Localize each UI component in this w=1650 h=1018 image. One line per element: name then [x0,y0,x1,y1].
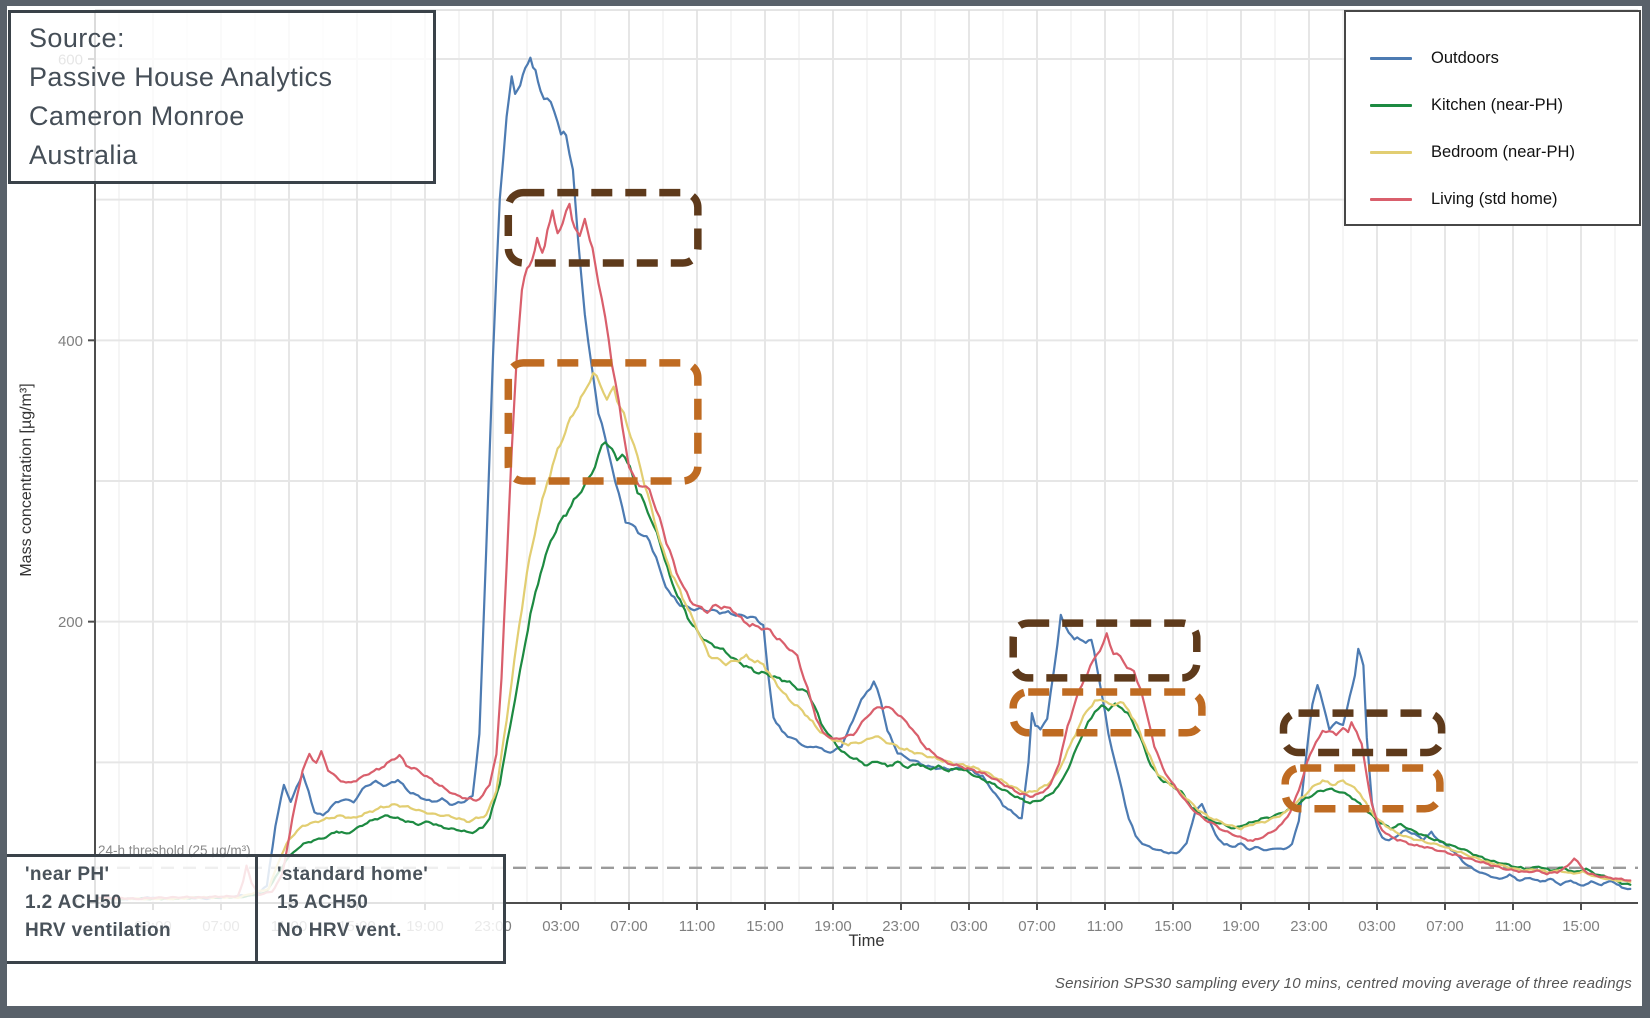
series-line-living [95,202,1632,901]
x-axis-title: Time [848,932,884,950]
annotation-box-orange [504,359,702,485]
info-column-near-ph: 'near PH' 1.2 ACH50 HRV ventilation [25,857,245,961]
legend-swatch-outdoors [1370,57,1412,60]
x-tick-label: 11:00 [1495,918,1531,935]
y-axis-title: Mass concentration [µg/m³] [18,383,35,576]
source-box: Source: Passive House Analytics Cameron … [8,10,436,184]
source-country: Australia [29,140,138,170]
x-tick-label: 15:00 [746,918,784,935]
source-org: Passive House Analytics [29,62,333,92]
x-tick-label: 19:00 [814,918,852,935]
x-tick-label: 23:00 [882,918,920,935]
legend-swatch-living [1370,198,1412,201]
series-line-bedroom [95,371,1632,901]
annotation-box-dark [1279,709,1446,757]
window-frame-top [0,0,1650,6]
legend-swatch-bedroom [1370,151,1412,154]
legend-label: Outdoors [1431,49,1499,67]
legend-item-kitchen: Kitchen (near-PH) [1346,82,1639,129]
info-title: 'near PH' [25,864,110,885]
chart-caption: Sensirion SPS30 sampling every 10 mins, … [1054,975,1632,992]
x-tick-label: 07:00 [1018,918,1056,935]
x-tick-label: 11:00 [679,918,715,935]
info-box-divider [255,857,258,961]
window-frame-left [0,0,7,1018]
window-frame-right [1642,0,1650,1018]
x-tick-label: 07:00 [1426,918,1464,935]
x-tick-label: 15:00 [1562,918,1600,935]
source-label: Source: [29,23,125,53]
x-tick-label: 03:00 [950,918,988,935]
annotation-box-dark [1009,619,1201,682]
info-ach: 15 ACH50 [277,892,369,913]
x-tick-label: 19:00 [1222,918,1260,935]
info-column-standard-home: 'standard home' 15 ACH50 No HRV vent. [277,857,502,961]
ventilation-info-box: 'near PH' 1.2 ACH50 HRV ventilation 'sta… [2,854,506,964]
series-line-outdoors [95,56,1632,901]
annotation-boxes [504,188,1446,813]
x-tick-label: 03:00 [1358,918,1396,935]
legend-label: Bedroom (near-PH) [1431,143,1575,161]
window-frame-bottom [0,1006,1650,1018]
legend-item-bedroom: Bedroom (near-PH) [1346,129,1639,176]
legend-label: Living (std home) [1431,190,1558,208]
legend-label: Kitchen (near-PH) [1431,96,1564,114]
annotation-box-dark [504,188,702,267]
info-ach: 1.2 ACH50 [25,892,122,913]
y-tick-label: 400 [58,333,83,350]
info-vent: HRV ventilation [25,920,172,941]
legend: Outdoors Kitchen (near-PH) Bedroom (near… [1344,10,1641,226]
x-tick-label: 11:00 [1087,918,1123,935]
info-title: 'standard home' [277,864,429,885]
x-tick-label: 07:00 [610,918,648,935]
x-tick-label: 23:00 [1290,918,1328,935]
annotation-box-orange [1009,688,1206,737]
info-vent: No HRV vent. [277,920,402,941]
annotation-box-orange [1281,764,1444,813]
series-line-kitchen [95,441,1632,901]
legend-item-living: Living (std home) [1346,176,1639,223]
source-person: Cameron Monroe [29,101,245,131]
y-tick-label: 200 [58,614,83,631]
x-tick-label: 15:00 [1154,918,1192,935]
legend-item-outdoors: Outdoors [1346,35,1639,82]
x-tick-label: 03:00 [542,918,580,935]
legend-swatch-kitchen [1370,104,1412,107]
